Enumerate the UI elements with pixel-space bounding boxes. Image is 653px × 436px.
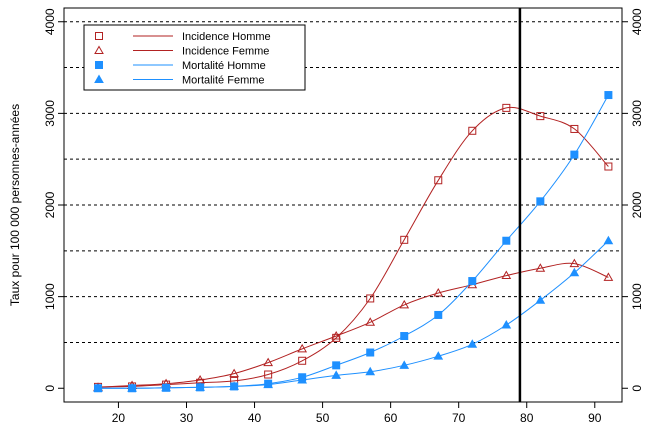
data-point (400, 235, 409, 244)
series-line (97, 262, 609, 388)
legend-label: Incidence Femme (182, 46, 269, 58)
data-point (467, 339, 478, 348)
data-point (195, 382, 205, 391)
x-tick-label: 20 (112, 411, 126, 425)
data-point (366, 348, 375, 357)
y-tick-label-left: 1000 (43, 283, 57, 310)
y-tick-label-right: 2000 (630, 191, 644, 218)
data-point (536, 197, 545, 206)
data-point (332, 361, 341, 370)
data-point (399, 299, 410, 309)
data-point (604, 91, 613, 100)
x-axis: 20 30 40 50 60 70 80 90 (112, 402, 602, 425)
data-point (569, 267, 580, 277)
x-tick-label: 80 (520, 411, 534, 425)
data-point (263, 379, 274, 389)
data-point (468, 277, 477, 286)
legend-box (83, 24, 306, 91)
y-tick-label-right: 0 (630, 385, 644, 392)
y-tick-label-left: 0 (43, 385, 57, 392)
data-point (434, 176, 443, 185)
data-point (331, 331, 342, 340)
data-point (229, 381, 239, 390)
data-point (94, 74, 104, 83)
data-point (297, 343, 308, 353)
legend: Incidence Homme Incidence Femme Mortalité … (83, 24, 306, 91)
y-axis-label: Taux pour 100 000 personnes-années (8, 104, 22, 306)
data-point (570, 124, 579, 133)
y-tick-label-right: 3000 (630, 100, 644, 127)
data-point (535, 295, 546, 304)
series-line (97, 106, 609, 388)
x-tick-label: 70 (452, 411, 466, 425)
data-point (399, 360, 410, 369)
data-point (331, 370, 342, 379)
data-point (535, 263, 546, 272)
series-lines (97, 94, 609, 389)
data-point (501, 320, 512, 329)
data-point (161, 382, 171, 392)
data-point (433, 351, 444, 360)
data-point (264, 370, 273, 379)
data-point (365, 366, 376, 376)
data-point (536, 112, 545, 121)
data-point (93, 383, 103, 392)
series-markers (93, 91, 614, 393)
y-tick-label-right: 4000 (630, 8, 644, 35)
data-point (603, 235, 614, 245)
data-point (433, 287, 444, 297)
y-axis-right: 0 1000 2000 3000 4000 (622, 8, 644, 392)
data-point (297, 375, 308, 384)
data-point (95, 61, 103, 69)
data-point (365, 317, 376, 326)
data-point (604, 162, 613, 171)
data-point (400, 332, 409, 341)
y-tick-label-left: 3000 (43, 100, 57, 127)
data-point (94, 45, 104, 54)
data-point (95, 32, 103, 40)
grid (64, 21, 622, 343)
series-line (98, 94, 609, 389)
y-tick-label-right: 1000 (630, 283, 644, 310)
data-point (569, 258, 580, 268)
y-tick-label-left: 4000 (43, 8, 57, 35)
data-point (502, 236, 511, 245)
data-point (434, 310, 443, 319)
legend-label: Mortalité Homme (182, 60, 266, 72)
data-point (298, 356, 307, 365)
data-point (501, 270, 512, 280)
legend-label: Incidence Homme (182, 31, 271, 43)
data-point (468, 126, 477, 135)
x-tick-label: 60 (384, 411, 398, 425)
y-tick-label-left: 2000 (43, 191, 57, 218)
legend-label: Mortalité Femme (182, 75, 265, 87)
y-axis-left: 0 1000 2000 3000 4000 (43, 8, 64, 392)
x-tick-label: 30 (180, 411, 194, 425)
data-point (603, 272, 614, 281)
x-tick-label: 50 (316, 411, 330, 425)
data-point (263, 357, 274, 367)
series-line (98, 240, 609, 389)
data-point (127, 383, 137, 392)
data-point (570, 150, 579, 159)
data-point (229, 368, 239, 378)
x-tick-label: 90 (588, 411, 602, 425)
x-tick-label: 40 (248, 411, 262, 425)
data-point (502, 103, 511, 112)
data-point (366, 294, 375, 303)
